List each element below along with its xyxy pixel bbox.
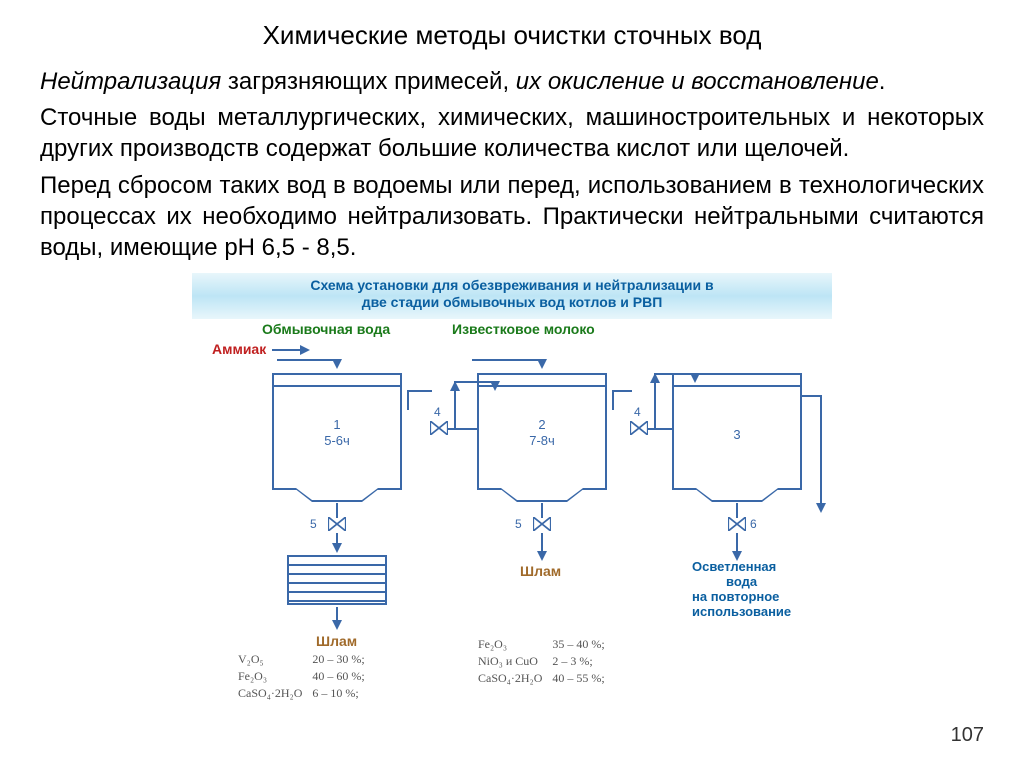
label-clarified-water: Осветленная вода на повторное использова… [692, 560, 791, 620]
valve-icon [533, 517, 551, 531]
chem-table-right: Fe₂O₃35 – 40 %;NiO₃ и CuO2 – 3 %;CaSO₄·2… [472, 635, 611, 688]
tanks-area: 15-6ч 27-8ч 3 4 [192, 365, 832, 665]
valve-icon [328, 517, 346, 531]
paragraph-2: Сточные воды металлургических, химически… [40, 102, 984, 164]
paragraph-1: Нейтрализация загрязняющих примесей, их … [40, 66, 984, 97]
valve-icon [630, 421, 648, 435]
filter-press [287, 555, 387, 605]
diagram-header: Схема установки для обезвреживания и ней… [192, 273, 832, 319]
valve-icon [728, 517, 746, 531]
text-neutralization: Нейтрализация [40, 68, 221, 95]
tank-1: 15-6ч [272, 385, 402, 490]
diagram: Схема установки для обезвреживания и ней… [192, 273, 832, 665]
slide-title: Химические методы очистки сточных вод [40, 20, 984, 51]
label-wash-water: Обмывочная вода [262, 321, 390, 337]
valve-icon [430, 421, 448, 435]
chem-table-left: V₂O₅20 – 30 %;Fe₂O₃40 – 60 %;CaSO₄·2H₂O6… [232, 650, 371, 703]
paragraph-3: Перед сбросом таких вод в водоемы или пе… [40, 170, 984, 264]
label-ammonia: Аммиак [212, 341, 266, 357]
page-number: 107 [951, 724, 984, 747]
diagram-legend: Обмывочная вода Аммиак Известковое молок… [192, 319, 832, 365]
tank-3: 3 [672, 385, 802, 490]
label-sludge-1: Шлам [316, 633, 357, 649]
label-sludge-2: Шлам [520, 563, 561, 579]
tank-2: 27-8ч [477, 385, 607, 490]
label-lime-milk: Известковое молоко [452, 321, 595, 337]
